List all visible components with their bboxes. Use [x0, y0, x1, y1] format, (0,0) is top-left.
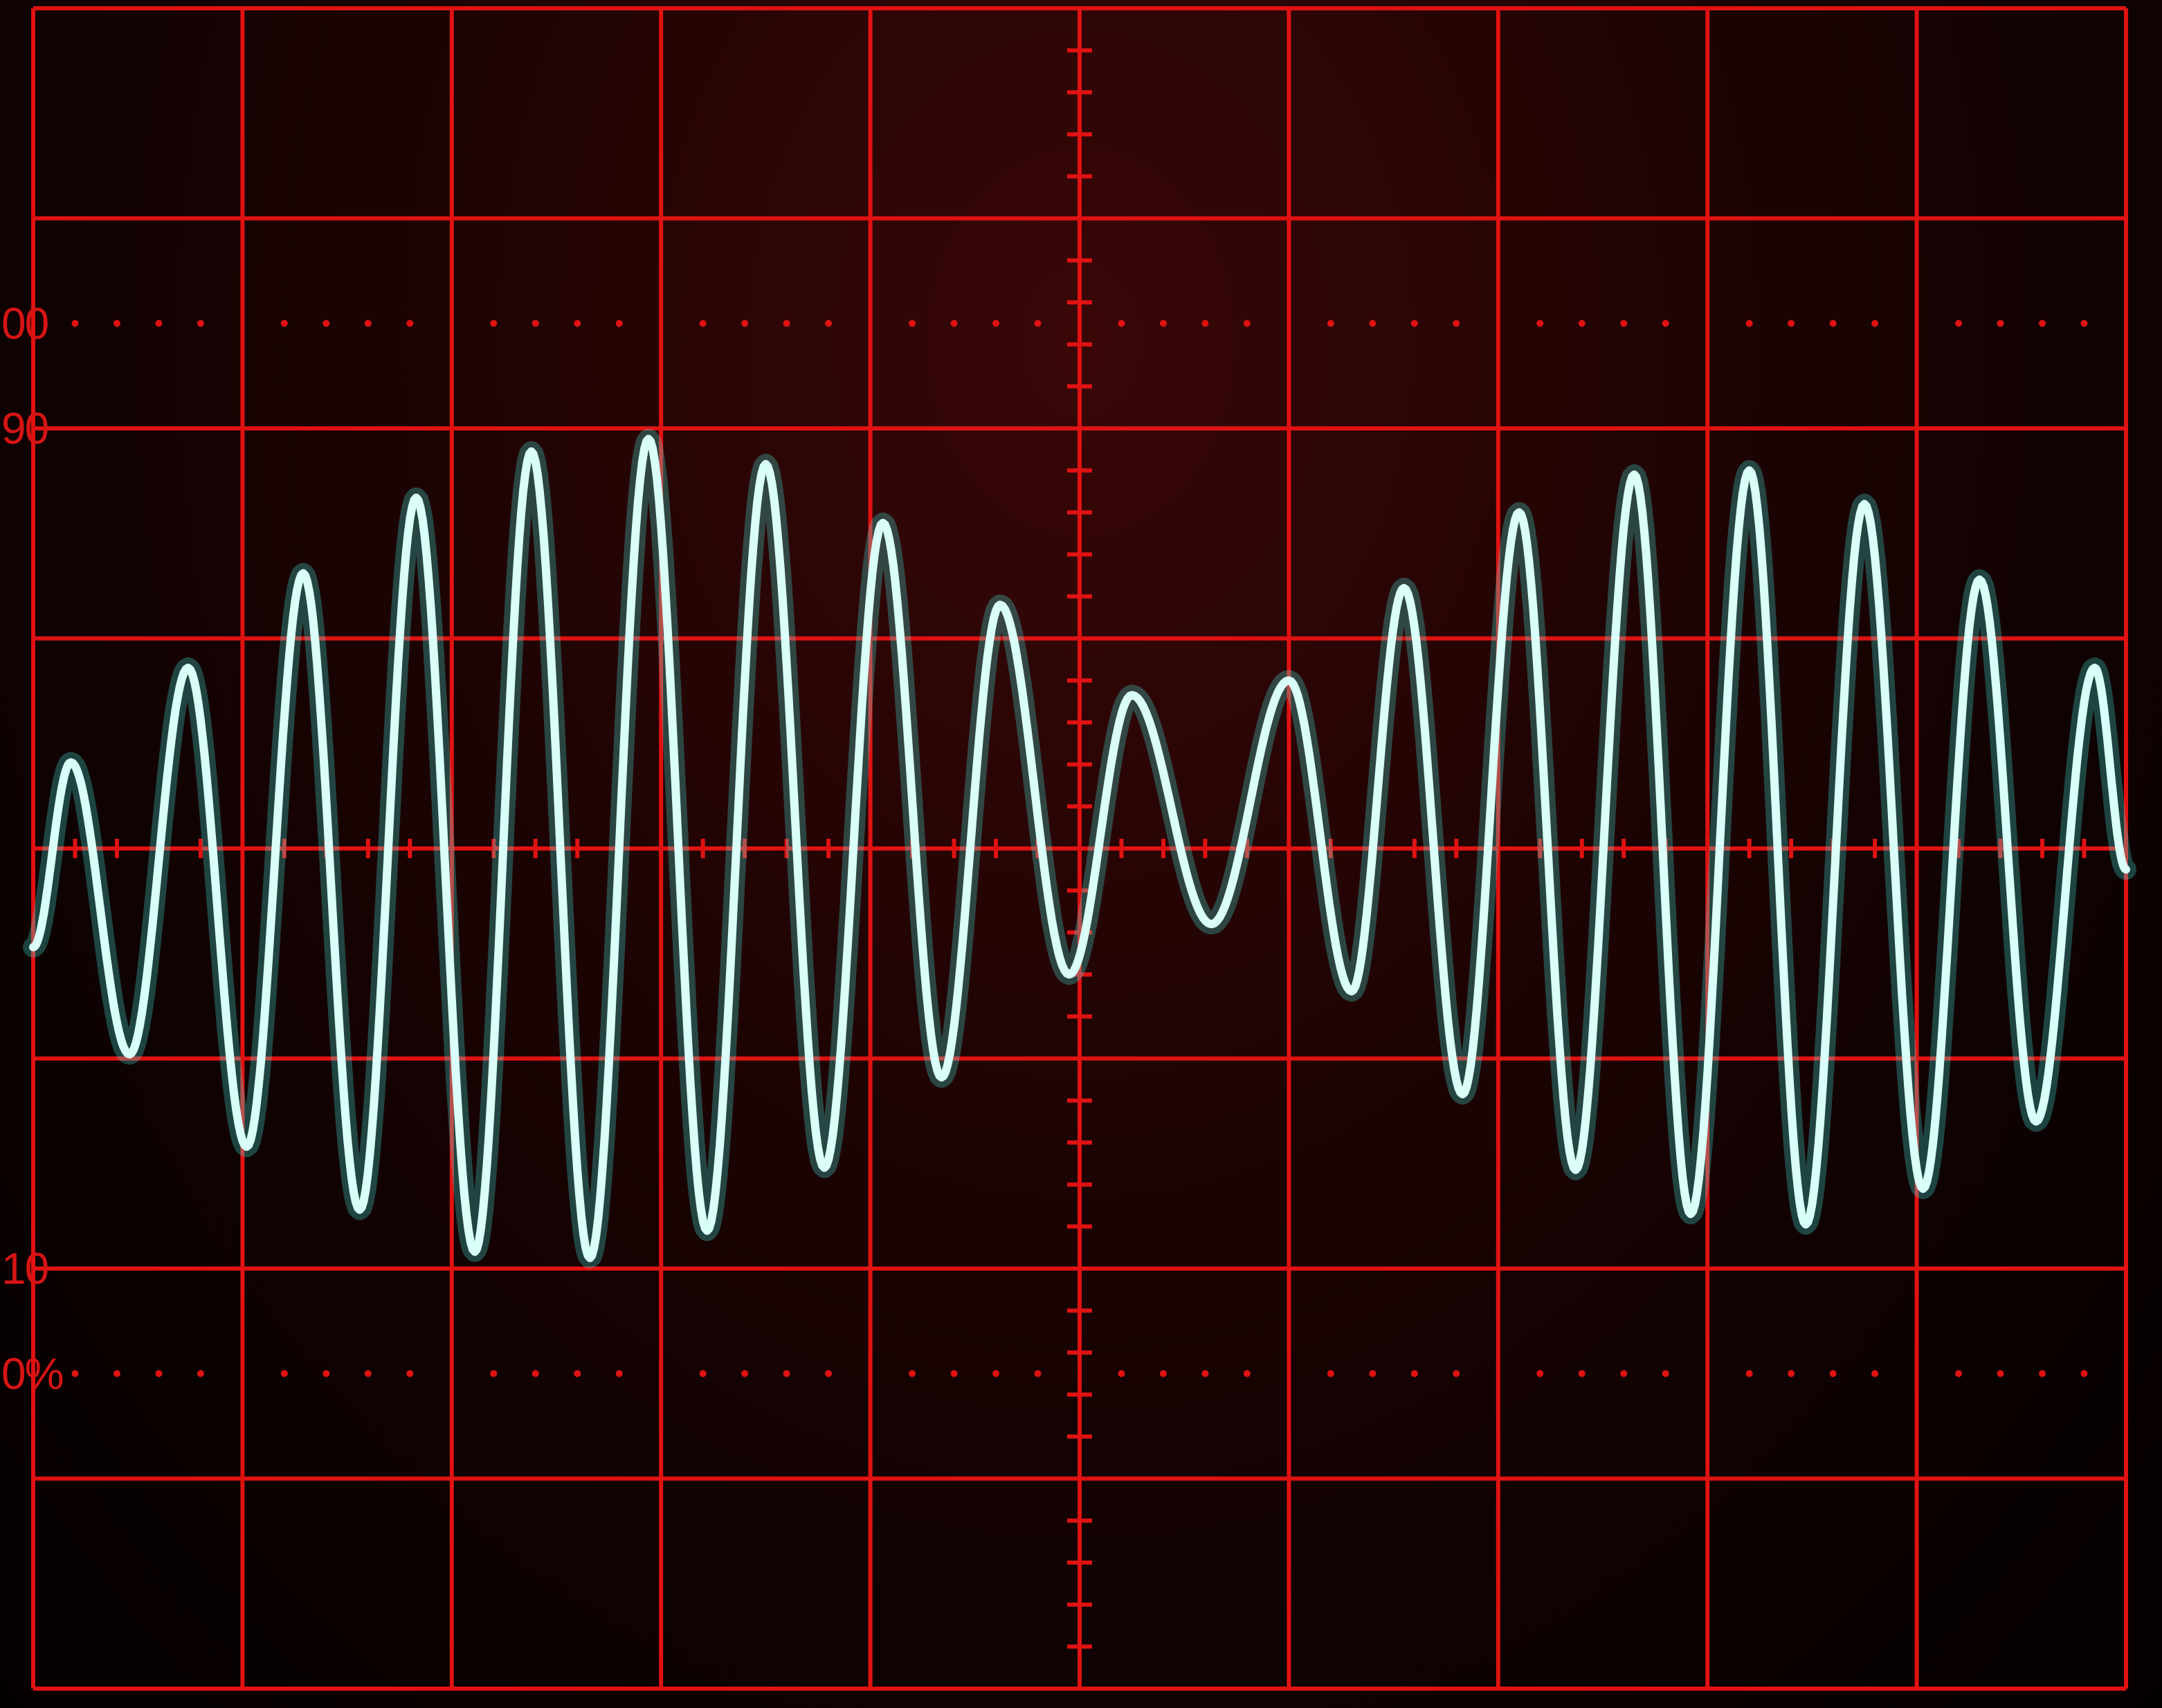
reference-dot — [825, 320, 833, 327]
scale-label-10: 10 — [1, 1244, 48, 1293]
scale-label-00: 00 — [1, 298, 48, 348]
reference-dot — [1453, 1370, 1460, 1377]
reference-dot — [1243, 1370, 1251, 1377]
reference-dot — [2039, 320, 2046, 327]
reference-dot — [1955, 1370, 1963, 1377]
reference-dot — [1201, 1370, 1209, 1377]
reference-dot — [1997, 320, 2004, 327]
reference-dot — [1453, 320, 1460, 327]
reference-dot — [280, 1370, 288, 1377]
reference-dot — [783, 1370, 790, 1377]
reference-dot — [1997, 1370, 2004, 1377]
reference-dot — [197, 320, 204, 327]
scale-label-90: 90 — [1, 403, 48, 453]
reference-dot — [155, 320, 163, 327]
reference-dot — [1829, 1370, 1837, 1377]
reference-dot — [406, 1370, 414, 1377]
reference-dot — [197, 1370, 204, 1377]
reference-dot — [1327, 320, 1334, 327]
reference-dot — [574, 320, 581, 327]
reference-dot — [1788, 1370, 1795, 1377]
reference-dot — [699, 320, 707, 327]
reference-dot — [992, 1370, 1000, 1377]
reference-dot — [1201, 320, 1209, 327]
reference-dot — [1034, 320, 1042, 327]
reference-dot — [1662, 1370, 1669, 1377]
reference-dot — [406, 320, 414, 327]
reference-dot — [113, 1370, 120, 1377]
reference-dot — [1369, 1370, 1377, 1377]
reference-dot — [1536, 320, 1544, 327]
reference-dot — [992, 320, 1000, 327]
reference-dot — [909, 320, 916, 327]
reference-dot — [741, 320, 749, 327]
reference-dot — [532, 1370, 539, 1377]
reference-dot — [1159, 1370, 1167, 1377]
reference-dot — [699, 1370, 707, 1377]
waveform-line — [29, 435, 2130, 1262]
scale-label-0pct: 0% — [1, 1349, 63, 1399]
reference-dot — [1578, 1370, 1586, 1377]
reference-dot — [1662, 320, 1669, 327]
reference-dot — [615, 320, 623, 327]
reference-dot — [783, 320, 790, 327]
reference-dot — [323, 320, 330, 327]
waveform-trace — [23, 428, 2136, 1269]
reference-dot — [113, 320, 120, 327]
reference-dot — [950, 320, 958, 327]
reference-dot — [950, 1370, 958, 1377]
reference-dot — [2080, 1370, 2088, 1377]
reference-dot — [1410, 320, 1418, 327]
reference-dot — [280, 320, 288, 327]
reference-dot — [1620, 320, 1628, 327]
reference-dot — [532, 320, 539, 327]
reference-dot — [323, 1370, 330, 1377]
reference-dot — [1243, 320, 1251, 327]
graticule-scale-labels: 00 90 10 0% — [1, 298, 64, 1399]
reference-dot — [615, 1370, 623, 1377]
reference-dot — [364, 1370, 372, 1377]
reference-dot — [1159, 320, 1167, 327]
reference-dot — [1327, 1370, 1334, 1377]
reference-dot — [1620, 1370, 1628, 1377]
reference-dot — [490, 1370, 498, 1377]
graticule — [31, 6, 2128, 1691]
reference-dot — [825, 1370, 833, 1377]
reference-dot — [741, 1370, 749, 1377]
reference-dot — [71, 1370, 79, 1377]
reference-dot — [909, 1370, 916, 1377]
reference-dot — [2039, 1370, 2046, 1377]
reference-dot — [1745, 320, 1753, 327]
reference-dot — [71, 320, 79, 327]
reference-dot — [364, 320, 372, 327]
reference-dot — [1118, 1370, 1125, 1377]
reference-dot — [1871, 1370, 1879, 1377]
reference-dot — [155, 1370, 163, 1377]
reference-dot — [2080, 320, 2088, 327]
reference-dot — [1369, 320, 1377, 327]
reference-dot — [1536, 1370, 1544, 1377]
reference-dot — [1118, 320, 1125, 327]
reference-dot — [1745, 1370, 1753, 1377]
reference-dot — [490, 320, 498, 327]
reference-dot — [1871, 320, 1879, 327]
reference-dot — [1788, 320, 1795, 327]
reference-dot — [1829, 320, 1837, 327]
reference-dot — [1955, 320, 1963, 327]
reference-dot — [1034, 1370, 1042, 1377]
reference-dot — [1578, 320, 1586, 327]
reference-dot — [1410, 1370, 1418, 1377]
reference-dot — [574, 1370, 581, 1377]
